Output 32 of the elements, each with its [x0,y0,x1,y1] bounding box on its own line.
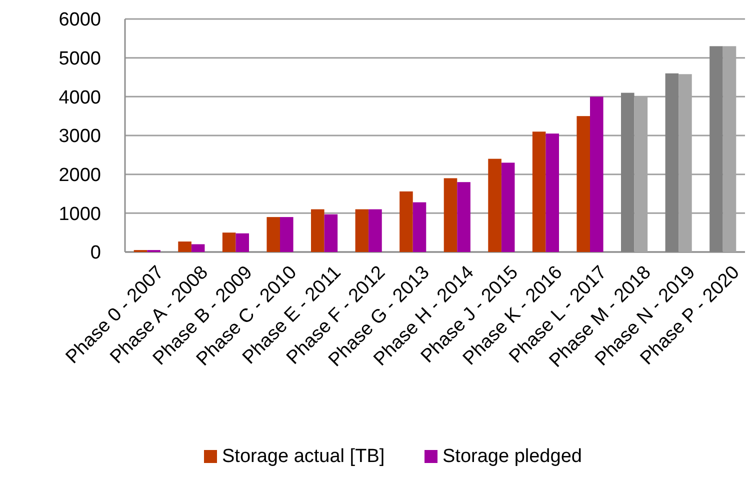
bar [576,116,590,252]
bar [457,182,470,252]
y-tick-label: 1000 [58,204,101,225]
y-tick-label: 3000 [58,126,101,148]
legend-label: Storage actual [TB] [222,446,385,467]
bar [191,244,205,252]
bar [444,178,458,252]
legend-label: Storage pledged [442,446,582,467]
bar [280,217,294,252]
y-tick-label: 5000 [58,48,101,70]
bar [355,209,369,252]
y-tick-label: 4000 [58,87,101,108]
bar [236,233,249,252]
bar [665,73,679,252]
bar [412,202,426,252]
bar [222,232,236,252]
bar [311,209,324,252]
y-tick-label: 0 [90,242,101,264]
bar [532,132,546,252]
y-tick-label: 2000 [58,164,101,186]
bar [178,242,192,252]
bar [488,158,502,252]
bar [710,46,723,252]
bar [266,217,280,252]
bar [368,209,382,252]
bar [590,96,604,252]
bar [546,134,559,252]
bar [324,214,338,252]
y-tick-label: 6000 [58,10,101,31]
bar [400,191,413,252]
bar [621,92,634,252]
bar [501,162,515,252]
